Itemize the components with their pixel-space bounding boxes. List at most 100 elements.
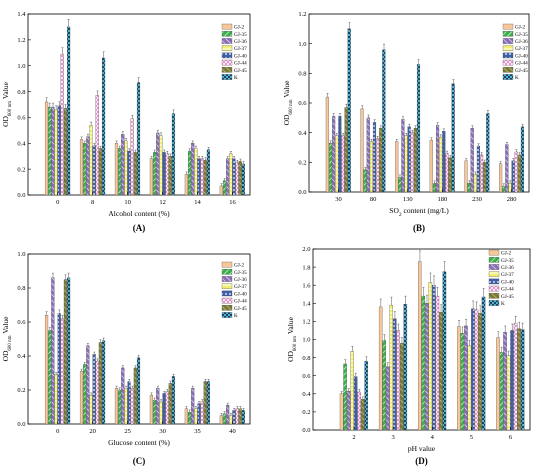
bar-gj-40-180: [442, 131, 446, 193]
error-bar-gj-40-30: [163, 390, 166, 394]
error-bar-gj-44-8: [96, 90, 99, 96]
bar-gj-44-130: [410, 132, 414, 193]
y-tick-label: 1.0: [302, 337, 310, 344]
bar-gj-2-35: [184, 408, 188, 425]
error-bar-gj-45-14: [204, 157, 207, 161]
x-tick-label: 230: [472, 196, 482, 203]
error-bar-gj-45-280: [518, 152, 521, 155]
x-tick-label: 12: [159, 199, 166, 206]
bar-gj-45-16: [238, 161, 242, 196]
error-bar-gj-2-4: [418, 250, 421, 262]
bar-gj-35-3: [382, 340, 386, 431]
bar-gj-44-3: [396, 330, 401, 431]
legend-label-gj-40: GJ-40: [234, 53, 247, 59]
error-bar-gj-45-30: [169, 380, 172, 384]
bar-gj-2-30: [149, 394, 154, 425]
error-bar-gj-35-14: [188, 148, 191, 152]
x-tick-label: 80: [370, 196, 377, 203]
legend-swatch-gj-40: [502, 52, 514, 59]
bar-gj-36-12: [156, 132, 160, 196]
legend-swatch-k: [488, 300, 500, 306]
bar-gj-44-6: [513, 323, 518, 431]
y-tick-label: 1.6: [302, 282, 311, 289]
bar-gj-44-14: [200, 158, 204, 196]
error-bar-gj-2-5: [458, 319, 461, 327]
bar-gj-35-16: [222, 180, 227, 196]
bar-gj-45-6: [517, 328, 521, 431]
error-bar-gj-45-4: [440, 304, 443, 313]
bar-gj-44-40: [235, 408, 239, 425]
error-bar-gj-37-30: [335, 133, 338, 136]
error-bar-k-130: [417, 59, 420, 65]
error-bar-gj-40-130: [408, 123, 411, 127]
x-tick-label: 10: [124, 199, 131, 206]
bar-gj-35-230: [467, 182, 471, 193]
error-bar-k-0: [67, 272, 70, 278]
error-bar-gj-45-2: [361, 396, 364, 400]
error-bar-gj-2-8: [80, 136, 83, 140]
x-tick-label: 5: [470, 434, 473, 441]
error-bar-gj-45-5: [479, 305, 482, 314]
bar-gj-35-12: [153, 152, 157, 196]
bar-gj-35-6: [499, 352, 504, 431]
bar-gj-37-25: [124, 388, 128, 425]
bar-gj-2-2: [339, 393, 344, 431]
error-bar-k-14: [207, 147, 210, 150]
bar-k-280: [520, 126, 525, 193]
bar-k-5: [481, 296, 486, 431]
bar-gj-44-230: [479, 154, 484, 193]
bar-gj-44-2: [357, 391, 361, 431]
error-bar-gj-35-25: [118, 387, 121, 390]
legend-swatch-gj-2: [221, 261, 233, 268]
error-bar-k-30: [348, 22, 351, 29]
error-bar-gj-45-20: [99, 339, 102, 343]
bar-gj-45-30: [168, 383, 172, 425]
bar-gj-45-2: [360, 399, 365, 431]
y-tick-label: 1.0: [17, 63, 25, 70]
y-tick-label: 0.6: [298, 100, 307, 107]
error-bar-gj-36-25: [121, 365, 124, 368]
error-bar-gj-36-5: [465, 319, 468, 326]
error-bar-gj-40-4: [433, 275, 436, 286]
error-bar-gj-40-40: [233, 407, 236, 411]
legend-label-gj-40: GJ-40: [234, 291, 247, 297]
bar-k-35: [206, 381, 210, 425]
legend-label-gj-44: GJ-44: [515, 61, 528, 67]
error-bar-gj-37-180: [439, 134, 442, 138]
bar-gj-2-6: [496, 337, 500, 431]
y-tick-label: 0.6: [302, 373, 311, 380]
error-bar-k-4: [443, 261, 446, 272]
legend-swatch-k: [502, 74, 514, 80]
bar-gj-40-12: [162, 152, 166, 196]
error-bar-gj-35-20: [83, 362, 86, 365]
error-bar-gj-44-3: [397, 323, 400, 331]
error-bar-gj-35-4: [422, 287, 425, 297]
y-tick-label: 1.2: [302, 319, 310, 326]
bar-gj-45-35: [203, 381, 207, 425]
error-bar-gj-45-80: [379, 125, 382, 129]
legend-label-gj-37: GJ-37: [234, 46, 247, 52]
legend-label-gj-2: GJ-2: [234, 25, 244, 31]
error-bar-gj-44-30: [342, 133, 345, 136]
y-tick-label: 0.6: [17, 319, 26, 326]
error-bar-gj-37-0: [55, 105, 58, 110]
bar-k-0: [67, 277, 71, 425]
legend-swatch-gj-36: [502, 38, 514, 44]
error-bar-gj-2-16: [220, 183, 223, 186]
bar-gj-40-30: [162, 393, 166, 425]
error-bar-gj-44-30: [166, 389, 169, 392]
bar-gj-44-280: [514, 151, 518, 193]
error-bar-gj-40-25: [128, 379, 131, 382]
y-tick-label: 1.4: [302, 301, 311, 308]
bar-gj-45-20: [98, 342, 102, 425]
bar-k-230: [486, 113, 490, 193]
legend-label-gj-35: GJ-35: [234, 270, 247, 276]
y-tick-label: 0.2: [298, 160, 306, 167]
chart-panel-d: 0.0 0.2 0.4 0.6 0.8 1.0 1.2 1.4 1.6 1.8 2.0 2 3 4 5 6 pH…: [286, 246, 531, 466]
error-bar-gj-36-130: [402, 116, 405, 120]
error-bar-k-3: [404, 295, 407, 305]
error-bar-gj-40-2: [354, 372, 357, 377]
bar-gj-37-0: [54, 374, 58, 425]
bar-gj-35-30: [153, 400, 157, 425]
